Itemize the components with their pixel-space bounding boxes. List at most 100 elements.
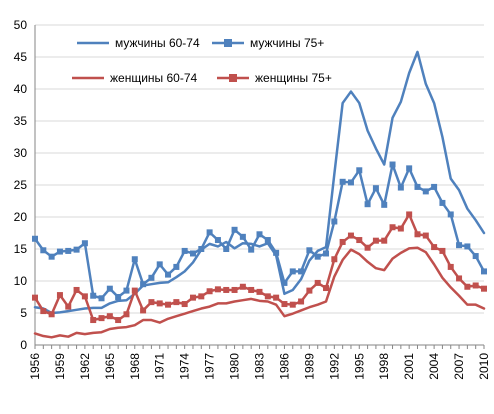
data-point-marker bbox=[406, 165, 413, 172]
data-point-marker bbox=[115, 294, 122, 300]
x-tick-label: 1989 bbox=[302, 353, 316, 380]
data-point-marker bbox=[273, 249, 280, 256]
data-point-marker bbox=[156, 261, 163, 268]
data-point-marker bbox=[323, 285, 330, 292]
x-tick-label: 1983 bbox=[253, 353, 267, 380]
data-point-marker bbox=[65, 303, 72, 310]
series-line bbox=[33, 213, 486, 322]
x-axis-tick-labels: 1956 1959 1962 1965 1968 1971 1974 1977 1980 1983… bbox=[28, 353, 491, 380]
data-point-marker bbox=[289, 301, 296, 308]
data-point-marker bbox=[140, 281, 147, 288]
data-point-marker bbox=[198, 246, 205, 252]
data-point-marker bbox=[281, 301, 288, 308]
y-tick-label: 50 bbox=[14, 18, 28, 32]
data-point-marker bbox=[165, 271, 172, 278]
x-tick-label: 1971 bbox=[153, 353, 167, 380]
data-point-marker bbox=[56, 248, 63, 255]
data-point-marker bbox=[73, 286, 80, 293]
data-point-marker bbox=[148, 299, 155, 306]
data-point-marker bbox=[447, 211, 454, 218]
data-point-marker bbox=[32, 235, 38, 242]
data-point-marker bbox=[306, 247, 313, 254]
data-point-marker bbox=[397, 184, 404, 191]
x-tick-label: 1980 bbox=[228, 353, 242, 380]
data-point-marker bbox=[115, 317, 122, 324]
data-point-marker bbox=[106, 313, 113, 320]
data-point-marker bbox=[140, 307, 147, 314]
y-tick-label: 30 bbox=[14, 146, 28, 160]
data-point-marker bbox=[414, 231, 421, 238]
data-point-marker bbox=[214, 237, 221, 244]
data-point-marker bbox=[381, 237, 388, 244]
data-point-marker bbox=[181, 247, 188, 254]
x-tick-label: 1992 bbox=[327, 353, 341, 380]
data-point-marker bbox=[323, 250, 330, 257]
x-tick-label: 2001 bbox=[402, 353, 416, 380]
data-point-marker bbox=[173, 263, 180, 270]
y-axis-tick-labels: 0 5 10 15 20 25 30 35 40 45 50 bbox=[14, 18, 28, 352]
data-point-marker bbox=[347, 232, 354, 239]
data-point-marker bbox=[156, 300, 163, 307]
data-point-marker bbox=[422, 232, 429, 239]
data-point-marker bbox=[431, 244, 438, 251]
data-point-marker bbox=[239, 283, 246, 290]
data-point-marker bbox=[414, 183, 421, 190]
data-point-marker bbox=[439, 247, 446, 254]
data-point-marker bbox=[472, 282, 479, 289]
data-point-marker bbox=[364, 244, 371, 251]
data-point-marker bbox=[48, 253, 55, 260]
data-point-marker bbox=[289, 268, 296, 275]
y-tick-label: 15 bbox=[14, 242, 28, 256]
legend-label: женщины 75+ bbox=[255, 71, 332, 85]
data-point-marker bbox=[40, 308, 47, 315]
legend-label: женщины 60-74 bbox=[110, 71, 198, 85]
data-point-marker bbox=[123, 311, 130, 318]
data-point-marker bbox=[231, 286, 238, 293]
data-point-marker bbox=[189, 250, 196, 257]
data-point-marker bbox=[389, 224, 396, 231]
y-tick-label: 10 bbox=[14, 274, 28, 288]
data-point-marker bbox=[248, 246, 255, 253]
y-tick-label: 35 bbox=[14, 114, 28, 128]
x-tick-label: 2004 bbox=[427, 353, 441, 380]
data-point-marker bbox=[431, 183, 438, 190]
x-tick-label: 1986 bbox=[277, 353, 291, 380]
data-point-marker bbox=[223, 286, 230, 293]
data-point-marker bbox=[331, 256, 338, 263]
x-tick-label: 1974 bbox=[178, 353, 192, 380]
series-line bbox=[33, 246, 486, 339]
data-point-marker bbox=[314, 279, 321, 286]
data-point-marker bbox=[397, 225, 404, 232]
x-tick-label: 1956 bbox=[28, 353, 42, 380]
data-point-marker bbox=[281, 279, 288, 286]
gridlines bbox=[35, 24, 484, 314]
y-tick-label: 5 bbox=[20, 306, 27, 320]
data-point-marker bbox=[131, 287, 138, 294]
legend-label: мужчины 60-74 bbox=[115, 36, 200, 50]
data-point-marker bbox=[256, 231, 263, 238]
data-point-marker bbox=[456, 242, 463, 249]
data-point-marker bbox=[165, 301, 172, 308]
data-point-marker bbox=[306, 287, 313, 294]
data-point-marker bbox=[239, 233, 246, 240]
data-point-marker bbox=[314, 253, 321, 260]
data-point-marker bbox=[90, 292, 97, 299]
data-point-marker bbox=[90, 317, 97, 324]
legend-label: мужчины 75+ bbox=[250, 36, 324, 50]
x-tick-label: 2007 bbox=[452, 353, 466, 380]
x-tick-label: 1965 bbox=[103, 353, 117, 380]
data-point-marker bbox=[339, 178, 346, 185]
data-point-marker bbox=[372, 237, 379, 244]
y-tick-label: 20 bbox=[14, 210, 28, 224]
data-point-marker bbox=[256, 288, 263, 295]
data-point-marker bbox=[264, 293, 271, 300]
data-point-marker bbox=[339, 238, 346, 245]
data-point-marker bbox=[464, 283, 471, 290]
data-point-marker bbox=[422, 188, 429, 195]
x-tick-label: 1998 bbox=[377, 353, 391, 380]
data-point-marker bbox=[231, 226, 238, 233]
data-point-marker bbox=[273, 294, 280, 301]
data-point-marker bbox=[189, 294, 196, 301]
